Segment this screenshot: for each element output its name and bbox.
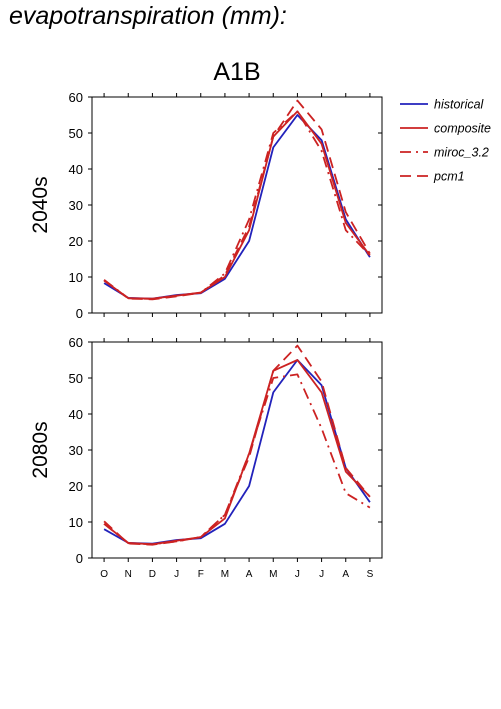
page-title: evapotranspiration (mm):: [9, 2, 287, 30]
series-line-historical: [103, 114, 371, 300]
series-line-composite: [103, 359, 371, 546]
y-tick-label: 50: [69, 371, 83, 386]
series-line-pcm1: [103, 344, 371, 546]
legend-label: pcm1: [433, 170, 465, 184]
series-line-miroc-3-2: [103, 373, 371, 546]
x-tick-label: O: [100, 569, 108, 580]
y-tick-label: 30: [69, 198, 83, 213]
x-tick-label: M: [221, 569, 229, 580]
y-tick-label: 40: [69, 162, 83, 177]
y-tick-label: 20: [69, 479, 83, 494]
y-tick-label: 0: [76, 306, 83, 321]
x-tick-label: M: [269, 569, 277, 580]
series-line-historical: [103, 359, 371, 545]
y-tick-label: 60: [69, 335, 83, 350]
x-tick-label: A: [342, 569, 349, 580]
x-tick-label: J: [174, 569, 179, 580]
legend-label: composite: [434, 122, 491, 136]
legend-label: historical: [434, 98, 485, 112]
x-tick-label: F: [198, 569, 204, 580]
y-tick-label: 50: [69, 126, 83, 141]
x-tick-label: A: [246, 569, 253, 580]
x-tick-label: N: [125, 569, 132, 580]
y-tick-label: 10: [69, 270, 83, 285]
series-line-miroc-3-2: [103, 110, 371, 300]
series-line-pcm1: [103, 99, 371, 301]
y-tick-label: 30: [69, 443, 83, 458]
y-tick-label: 40: [69, 407, 83, 422]
y-tick-label: 20: [69, 234, 83, 249]
series-line-composite: [103, 110, 371, 300]
y-tick-label: 0: [76, 551, 83, 566]
chart-title: A1B: [213, 58, 260, 86]
x-tick-label: D: [149, 569, 156, 580]
y-axis-label: 2040s: [29, 176, 52, 233]
legend-label: miroc_3.2: [434, 146, 489, 160]
x-tick-label: S: [367, 569, 374, 580]
y-tick-label: 60: [69, 90, 83, 105]
x-tick-label: J: [295, 569, 300, 580]
y-axis-label: 2080s: [29, 421, 52, 478]
y-tick-label: 10: [69, 515, 83, 530]
x-tick-label: J: [319, 569, 324, 580]
